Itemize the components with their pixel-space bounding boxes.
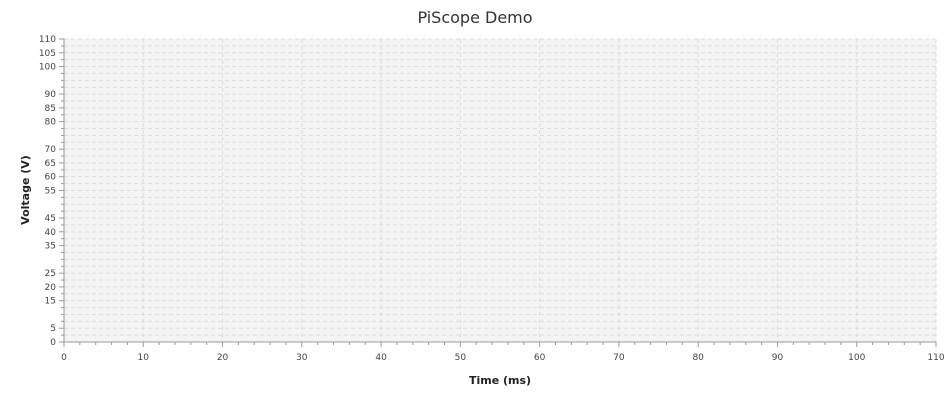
x-axis-ticks: 0 10 20 30 40 50 60 70 80 90 100 110 <box>61 342 945 363</box>
x-tick-label: 40 <box>375 353 387 363</box>
y-tick-label: 100 <box>39 63 56 73</box>
y-axis-label: Voltage (V) <box>19 155 32 225</box>
x-tick-label: 110 <box>927 353 944 363</box>
y-tick-label: 40 <box>45 228 57 238</box>
x-tick-label: 100 <box>848 353 865 363</box>
y-tick-label: 55 <box>45 187 56 197</box>
x-tick-label: 70 <box>613 353 625 363</box>
x-tick-label: 60 <box>534 353 546 363</box>
y-tick-label: 45 <box>45 214 56 224</box>
y-tick-label: 25 <box>45 269 56 279</box>
y-tick-label: 35 <box>45 242 56 252</box>
grid <box>64 38 937 342</box>
y-tick-label: 105 <box>39 49 56 59</box>
y-tick-label: 20 <box>45 283 57 293</box>
x-tick-label: 0 <box>61 353 67 363</box>
y-tick-label: 80 <box>45 118 57 128</box>
chart-title: PiScope Demo <box>417 8 532 27</box>
y-tick-label: 0 <box>50 338 56 348</box>
y-axis-ticks: 0 5 15 20 25 35 40 45 55 60 65 70 80 85 90 100 105 110 <box>39 35 64 348</box>
y-tick-label: 60 <box>45 173 57 183</box>
y-tick-label: 110 <box>39 35 56 45</box>
x-tick-label: 30 <box>296 353 308 363</box>
x-tick-label: 50 <box>455 353 467 363</box>
x-axis-label: Time (ms) <box>469 374 531 387</box>
y-tick-label: 5 <box>50 324 56 334</box>
x-tick-label: 10 <box>138 353 150 363</box>
x-tick-label: 90 <box>772 353 784 363</box>
x-tick-label: 20 <box>217 353 229 363</box>
y-tick-label: 70 <box>45 145 57 155</box>
y-tick-label: 65 <box>45 159 56 169</box>
y-tick-label: 15 <box>45 297 56 307</box>
x-tick-label: 80 <box>692 353 704 363</box>
y-tick-label: 90 <box>45 90 57 100</box>
y-tick-label: 85 <box>45 104 56 114</box>
